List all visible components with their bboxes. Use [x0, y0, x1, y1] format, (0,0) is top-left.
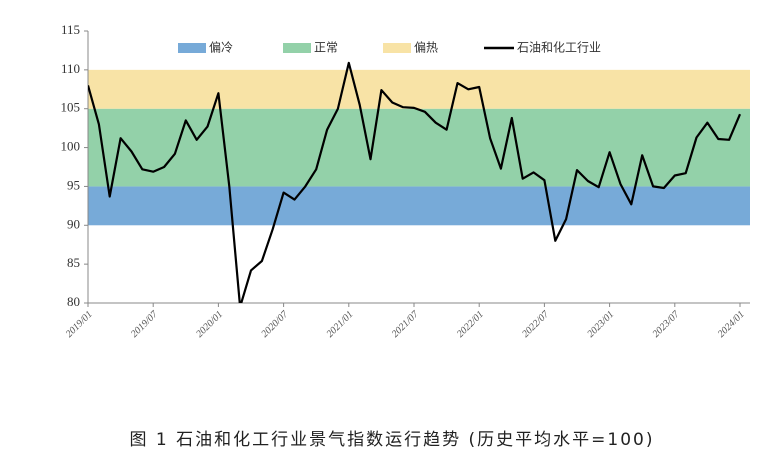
legend-swatch [178, 43, 206, 53]
legend-label: 偏热 [414, 40, 438, 55]
x-tick-label: 2024/01 [716, 309, 747, 340]
y-tick-label: 105 [61, 100, 81, 115]
legend-swatch [383, 43, 411, 53]
legend-label: 正常 [314, 41, 338, 55]
y-tick-label: 115 [61, 22, 80, 37]
legend-label: 偏冷 [209, 40, 233, 55]
y-tick-label: 90 [67, 216, 80, 231]
x-tick-label: 2019/07 [129, 308, 161, 340]
series-line [88, 61, 742, 303]
x-tick-label: 2020/07 [259, 308, 291, 340]
y-tick-label: 110 [61, 61, 80, 76]
x-tick-label: 2021/01 [325, 309, 356, 340]
legend-label: 石油和化工行业 [517, 41, 601, 55]
x-tick-label: 2023/01 [585, 309, 616, 340]
legend-swatch [283, 43, 311, 53]
y-tick-label: 85 [67, 255, 80, 270]
x-tick-label: 2022/07 [520, 308, 552, 340]
band [88, 186, 750, 226]
band [88, 69, 750, 109]
x-tick-label: 2020/01 [194, 309, 225, 340]
x-tick-label: 2022/01 [455, 309, 486, 340]
x-tick-label: 2021/07 [390, 308, 422, 340]
y-tick-label: 80 [67, 294, 80, 309]
x-tick-label: 2019/01 [64, 309, 95, 340]
y-tick-label: 100 [61, 139, 81, 154]
x-tick-label: 2023/07 [651, 308, 683, 340]
chart-title: 图 1 石油和化工行业景气指数运行趋势 (历史平均水平=100) [130, 430, 655, 450]
band [88, 108, 750, 187]
y-tick-label: 95 [67, 177, 80, 192]
